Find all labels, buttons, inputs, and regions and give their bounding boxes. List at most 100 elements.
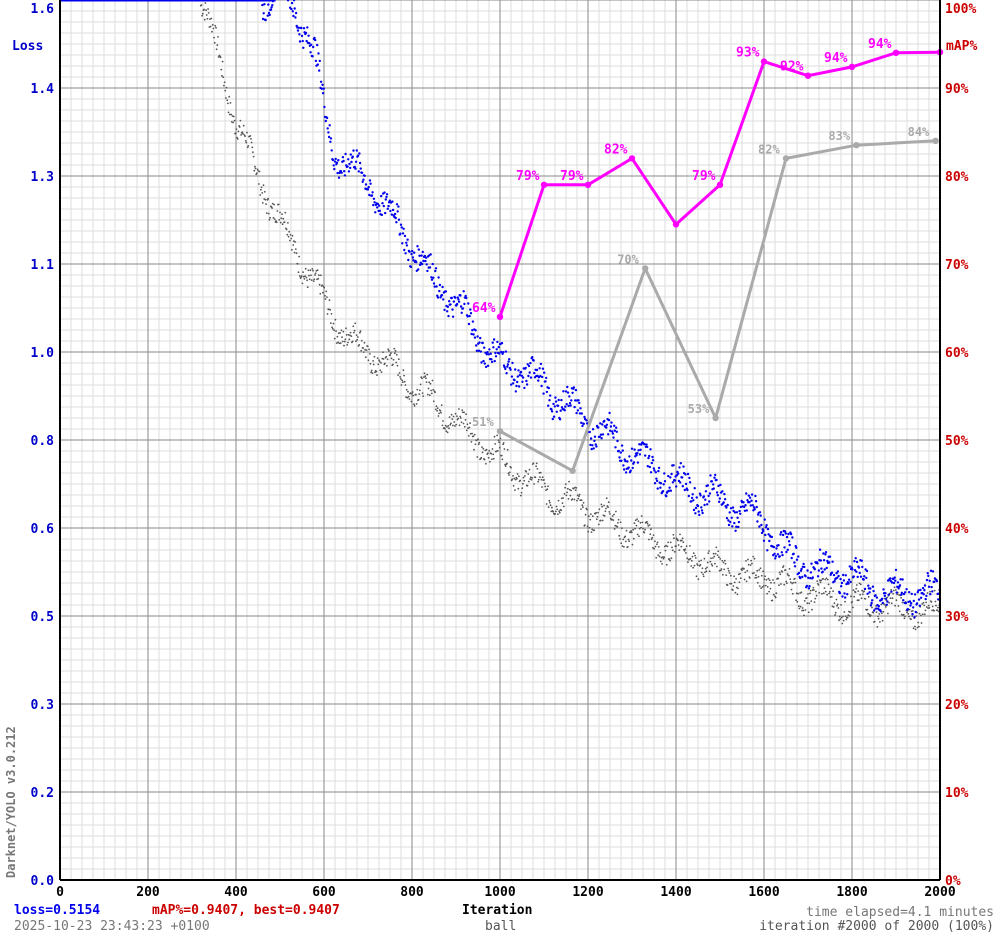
loss-point (756, 513, 760, 516)
previous-loss-point (415, 403, 418, 405)
loss-point (429, 253, 432, 256)
previous-loss-point (605, 507, 607, 510)
previous-loss-point (756, 581, 759, 584)
previous-loss-point (889, 597, 892, 599)
loss-point (388, 199, 391, 202)
loss-point (292, 14, 295, 18)
loss-point (329, 137, 333, 140)
previous-loss-point (259, 194, 262, 196)
loss-point (823, 568, 826, 571)
loss-point (407, 258, 410, 262)
x-tick-label: 200 (136, 885, 160, 900)
loss-point (786, 548, 789, 551)
previous-loss-point (917, 621, 920, 624)
loss-point (327, 131, 330, 134)
loss-point (906, 608, 910, 611)
previous-loss-point (618, 534, 621, 537)
previous-loss-point (712, 557, 714, 559)
loss-point (597, 426, 600, 429)
previous-loss-point (632, 528, 634, 531)
previous-loss-point (372, 363, 375, 366)
previous-loss-point (220, 68, 223, 71)
previous-loss-point (717, 550, 720, 553)
previous-loss-point (626, 545, 629, 548)
loss-point (470, 332, 473, 336)
loss-point (539, 374, 542, 378)
loss-point (457, 300, 461, 303)
previous-loss-point (749, 577, 751, 579)
loss-point (469, 308, 472, 311)
loss-point (816, 562, 819, 565)
previous-loss-point (629, 531, 632, 534)
previous-loss-point (815, 594, 818, 597)
previous-loss-point (362, 351, 365, 353)
loss-point (896, 581, 900, 584)
tick-labels: 0 200 400 600 800 1000 1200 1400 1600 1800 20000.0… (31, 2, 977, 900)
loss-point (529, 361, 532, 365)
loss-point (588, 430, 591, 434)
previous-loss-point (429, 382, 432, 385)
previous-loss-point (590, 531, 593, 533)
loss-point (651, 459, 655, 462)
loss-point (750, 499, 753, 502)
loss-point (639, 448, 642, 451)
previous-loss-point (447, 424, 450, 427)
previous-loss-point (310, 279, 313, 281)
loss-point (912, 599, 915, 603)
map-label: 94% (824, 51, 848, 66)
previous-loss-point (353, 329, 356, 332)
previous-loss-point (461, 411, 464, 414)
previous-loss-point (934, 600, 937, 603)
loss-point (756, 520, 759, 523)
loss-point (894, 579, 897, 582)
loss-point (357, 170, 360, 173)
previous-loss-point (877, 615, 879, 618)
loss-point (712, 487, 715, 490)
previous-loss-point (578, 495, 580, 498)
previous-loss-point (213, 36, 215, 39)
loss-point (500, 341, 504, 345)
previous-loss-point (596, 515, 599, 518)
previous-loss-point (908, 608, 911, 611)
right-axis-title: mAP% (946, 39, 977, 54)
previous-loss-point (589, 518, 592, 521)
previous-loss-point (304, 275, 306, 277)
loss-point (665, 495, 668, 498)
loss-point (396, 210, 399, 213)
previous-loss-point (770, 581, 772, 584)
loss-point (446, 310, 449, 313)
previous-loss-point (738, 581, 741, 583)
map-point (804, 72, 812, 79)
loss-point (915, 602, 919, 605)
loss-point (381, 202, 384, 205)
previous-loss-point (209, 18, 211, 20)
loss-point (400, 226, 403, 229)
previous-loss-point (441, 424, 444, 427)
previous-loss-point (330, 313, 333, 315)
previous-loss-point (212, 27, 215, 30)
previous-loss-point (672, 533, 675, 536)
loss-point (493, 359, 496, 363)
previous-loss-point (720, 568, 723, 570)
loss-point (650, 461, 653, 465)
loss-point (895, 591, 898, 594)
loss-point (539, 362, 543, 366)
loss-point (490, 360, 494, 364)
loss-point (609, 429, 612, 432)
x-tick-label: 1200 (572, 885, 603, 900)
loss-point (403, 248, 406, 252)
loss-point (267, 3, 270, 6)
loss-point (372, 197, 376, 200)
previous-loss-point (882, 610, 885, 613)
right-tick-label: 80% (945, 170, 969, 185)
loss-point (324, 119, 327, 123)
previous-loss-point (633, 522, 636, 525)
loss-point (418, 254, 421, 257)
previous-loss-point (397, 374, 399, 376)
previous-loss-point (363, 341, 366, 344)
previous-loss-point (705, 570, 708, 573)
loss-point (871, 585, 875, 588)
previous-loss-point (768, 579, 771, 582)
loss-point (300, 26, 303, 30)
previous-loss-point (541, 486, 543, 488)
